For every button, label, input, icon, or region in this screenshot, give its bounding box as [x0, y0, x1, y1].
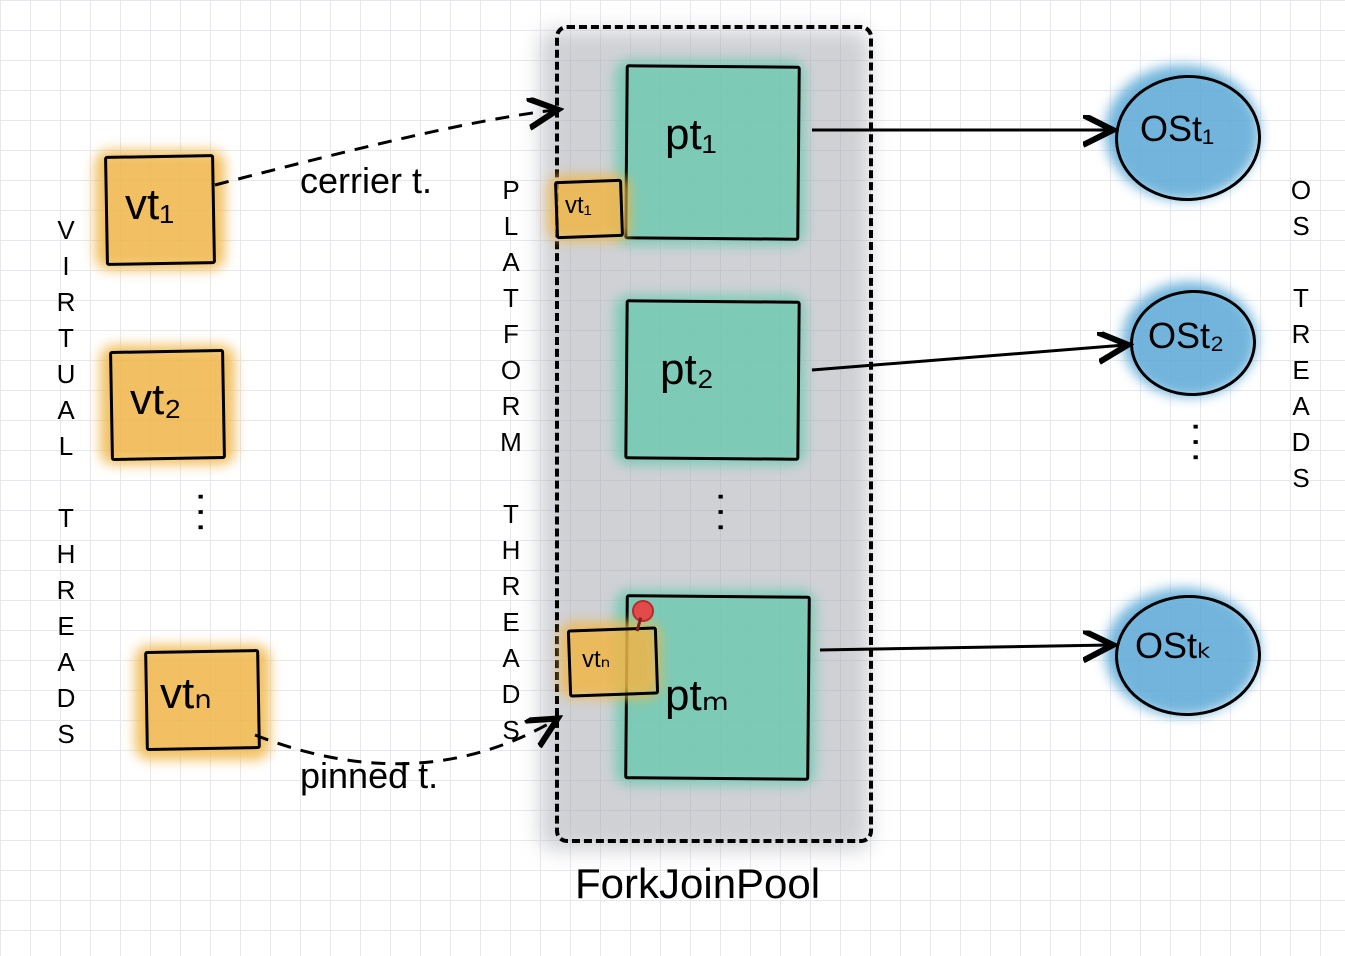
- diagram-stage: VIRTUAL THREADS PLATFORM THREADS OS TREA…: [0, 0, 1345, 956]
- pt1-label: pt₁: [665, 110, 717, 160]
- vtn-label: vtₙ: [160, 668, 212, 719]
- vt2-label: vt₂: [130, 375, 181, 425]
- label-os-threads: OS TREADS: [1285, 175, 1316, 499]
- label-platform-threads: PLATFORM THREADS: [495, 175, 526, 751]
- pt2-label: pt₂: [660, 345, 714, 395]
- ostk-label: OStₖ: [1135, 625, 1212, 667]
- ost2-label: OSt₂: [1148, 315, 1224, 357]
- vt1-label: vt₁: [125, 180, 174, 230]
- ost1-label: OSt₁: [1140, 108, 1214, 150]
- forkjoinpool-label: ForkJoinPool: [575, 860, 820, 908]
- pt1-mounted-vt-label: vt₁: [565, 192, 592, 220]
- carrier-label: cerrier t.: [300, 160, 432, 202]
- ptm-label: ptₘ: [665, 670, 729, 721]
- label-virtual-threads: VIRTUAL THREADS: [50, 215, 81, 755]
- vt-dots: ···: [180, 490, 225, 536]
- ptm-mounted-vt-label: vtₙ: [582, 645, 610, 674]
- pt-dots: ···: [700, 490, 745, 536]
- pinned-label: pinned t.: [300, 755, 438, 797]
- os-dots: ···: [1175, 420, 1220, 466]
- ptm-mounted-vt: [567, 626, 659, 697]
